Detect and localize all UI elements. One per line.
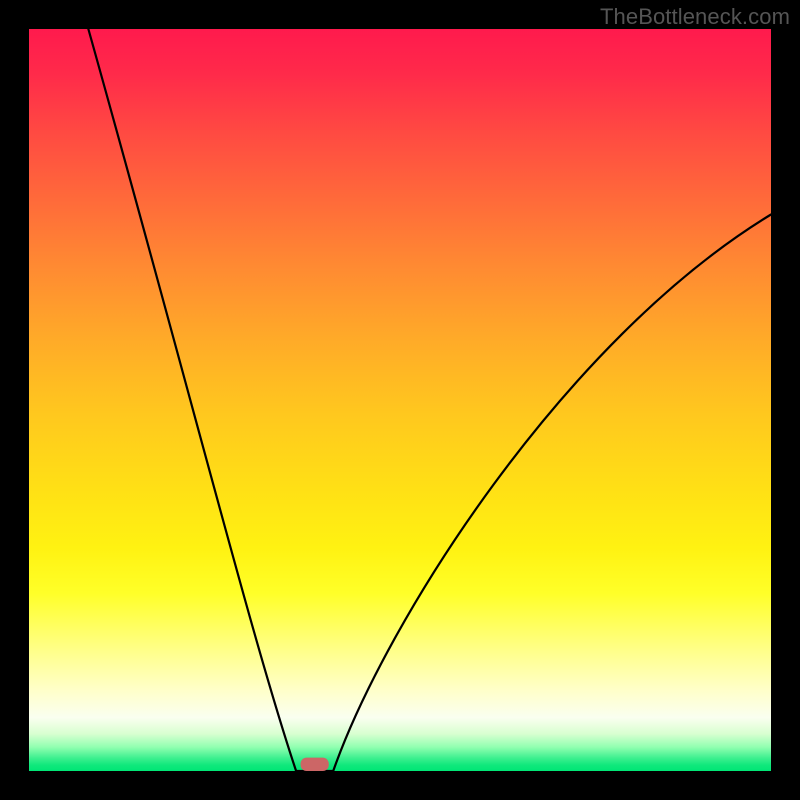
chart-container: TheBottleneck.com — [0, 0, 800, 800]
optimal-marker — [301, 758, 329, 771]
watermark-text: TheBottleneck.com — [600, 4, 790, 30]
gradient-background — [29, 29, 771, 771]
bottleneck-chart — [0, 0, 800, 800]
